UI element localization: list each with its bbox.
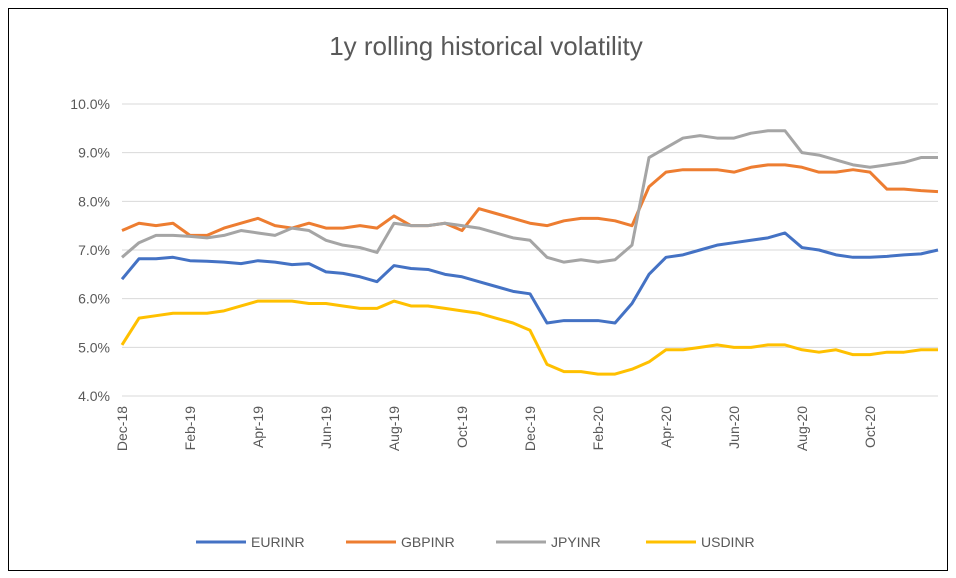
x-tick-label: Dec-19	[522, 406, 538, 451]
y-tick-label: 8.0%	[78, 193, 110, 209]
x-tick-label: Feb-20	[590, 406, 606, 451]
chart-frame	[8, 8, 948, 571]
y-tick-label: 10.0%	[70, 96, 110, 112]
x-tick-label: Oct-20	[862, 406, 878, 448]
legend-label: GBPINR	[401, 534, 455, 550]
y-tick-label: 4.0%	[78, 388, 110, 404]
series-line	[120, 299, 938, 376]
x-tick-label: Apr-20	[658, 406, 674, 448]
chart-title: 1y rolling historical volatility	[329, 31, 643, 61]
series-line	[121, 129, 938, 264]
x-tick-label: Feb-19	[182, 406, 198, 451]
legend-label: EURINR	[251, 534, 305, 550]
series-line	[121, 163, 939, 237]
y-tick-label: 7.0%	[78, 242, 110, 258]
y-tick-label: 9.0%	[78, 145, 110, 161]
x-tick-label: Jun-19	[318, 406, 334, 449]
y-tick-label: 5.0%	[78, 339, 110, 355]
x-tick-label: Aug-19	[386, 406, 402, 451]
series-line	[120, 231, 939, 325]
legend-label: JPYINR	[551, 534, 601, 550]
x-tick-label: Apr-19	[250, 406, 266, 448]
legend-label: USDINR	[701, 534, 755, 550]
x-tick-label: Oct-19	[454, 406, 470, 448]
y-tick-label: 6.0%	[78, 291, 110, 307]
x-tick-label: Dec-18	[114, 406, 130, 451]
x-tick-label: Jun-20	[726, 406, 742, 449]
x-tick-label: Aug-20	[794, 406, 810, 451]
